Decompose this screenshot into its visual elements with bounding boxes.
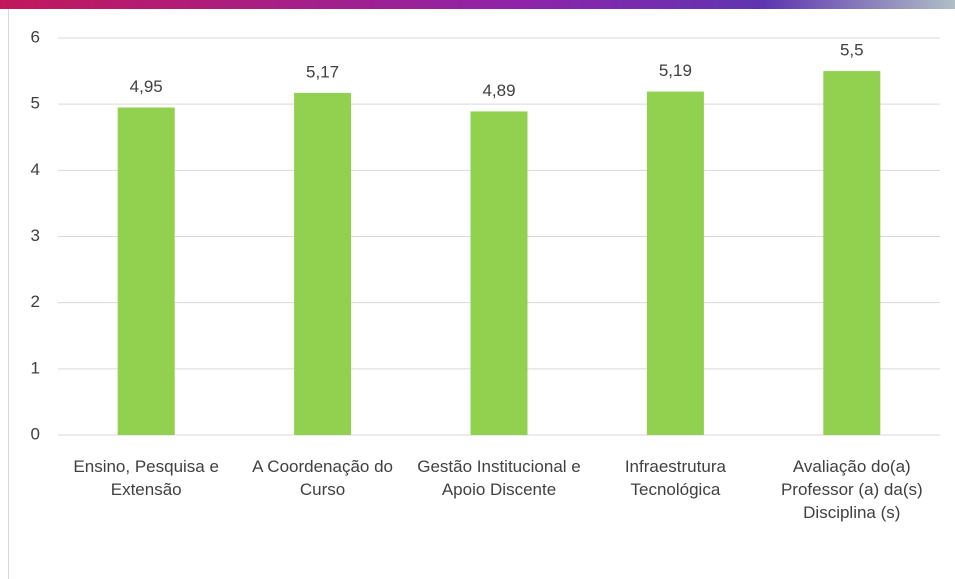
- header-band: [0, 0, 955, 9]
- bar: [823, 71, 881, 435]
- x-tick-label: A Coordenação do Curso: [252, 457, 394, 499]
- y-tick-label: 1: [31, 358, 40, 377]
- x-tick-label: Ensino, Pesquisa e Extensão: [73, 457, 219, 499]
- x-tick-label: Gestão Institucional e Apoio Discente: [417, 457, 581, 499]
- value-label: 5,19: [659, 61, 692, 80]
- y-tick-label: 4: [31, 160, 40, 179]
- y-tick-label: 6: [31, 27, 40, 46]
- bar: [117, 107, 175, 435]
- y-tick-label: 0: [31, 424, 40, 443]
- value-label: 5,5: [840, 41, 864, 60]
- value-label: 4,89: [482, 81, 515, 100]
- value-label: 5,17: [306, 62, 339, 81]
- y-tick-label: 5: [31, 94, 40, 113]
- y-tick-label: 2: [31, 292, 40, 311]
- x-tick-label: Avaliação do(a) Professor (a) da(s) Disc…: [780, 457, 923, 522]
- value-label: 4,95: [130, 77, 163, 96]
- bar: [646, 91, 704, 435]
- x-tick-label: Infraestrutura Tecnológica: [624, 457, 726, 499]
- y-tick-label: 3: [31, 226, 40, 245]
- bar: [470, 111, 528, 435]
- bar: [294, 92, 352, 435]
